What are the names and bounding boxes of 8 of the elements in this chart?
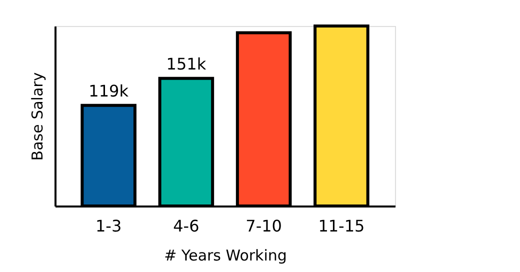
x-tick-label: 7-10 <box>246 216 282 236</box>
x-axis-title: # Years Working <box>164 246 287 264</box>
x-tick-label: 4-6 <box>173 216 200 236</box>
x-tick-label: 11-15 <box>318 216 365 236</box>
x-tick-label: 1-3 <box>95 216 122 236</box>
data-label: 151k <box>166 54 207 74</box>
data-label: 119k <box>88 81 130 100</box>
y-axis-title: Base Salary <box>28 72 46 161</box>
